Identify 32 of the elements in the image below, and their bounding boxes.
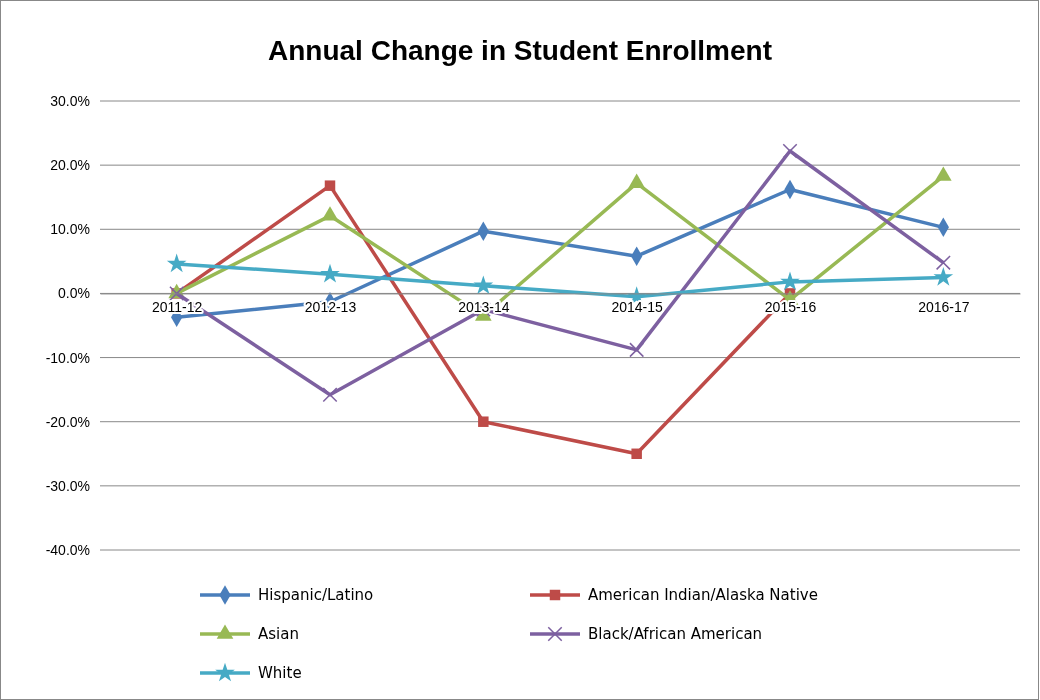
y-tick-label: 10.0%	[50, 221, 90, 238]
point	[320, 263, 340, 283]
legend-label: American Indian/Alaska Native	[588, 586, 818, 604]
point	[478, 416, 489, 427]
point	[321, 206, 339, 221]
legend-label: White	[258, 664, 302, 682]
point	[933, 267, 954, 286]
y-tick-label: 30.0%	[50, 92, 90, 109]
point	[322, 387, 338, 403]
point	[780, 271, 800, 291]
legend-label: Asian	[258, 625, 299, 643]
y-tick-label: -20.0%	[45, 413, 90, 430]
chart-title: Annual Change in Student Enrollment	[268, 35, 772, 66]
x-tick-label: 2012-13	[304, 299, 357, 316]
legend-label: Black/African American	[588, 625, 763, 643]
y-tick-label: -40.0%	[45, 541, 90, 558]
legend-label: Hispanic/Latino	[258, 586, 374, 604]
point	[324, 180, 336, 191]
point	[631, 448, 642, 460]
y-tick-label: -10.0%	[45, 349, 90, 366]
point	[166, 253, 187, 273]
point	[628, 173, 645, 188]
point	[629, 342, 645, 358]
point	[473, 275, 494, 295]
x-tick-label: 2016-17	[918, 299, 970, 316]
point	[782, 143, 798, 159]
y-tick-label: 0.0%	[58, 285, 90, 302]
point	[935, 255, 951, 271]
point	[935, 166, 952, 181]
y-tick-label: 20.0%	[50, 157, 90, 174]
x-tick-label: 2014-15	[611, 299, 664, 316]
y-tick-label: -30.0%	[45, 477, 90, 494]
